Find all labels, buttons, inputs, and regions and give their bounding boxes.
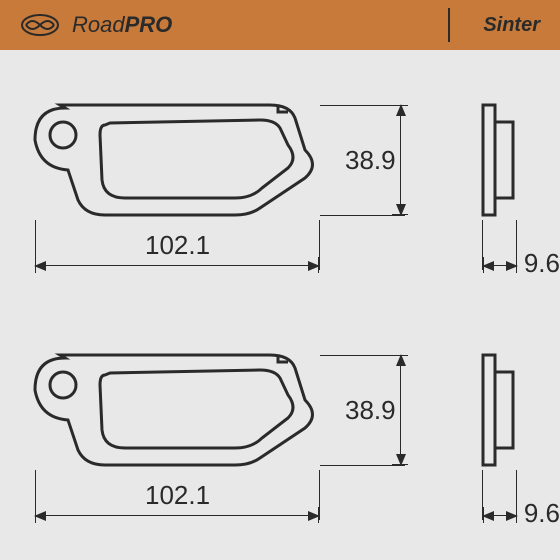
- brake-pad-front-2: [30, 350, 320, 470]
- dim-width-line-1: [35, 265, 319, 266]
- pad-row-2: 38.9 102.1 9.6: [0, 320, 560, 560]
- header-divider: [448, 8, 450, 42]
- diagram-area: 38.9 102.1 9.6: [0, 50, 560, 560]
- dim-width-label-2: 102.1: [145, 480, 210, 511]
- brand-name: RoadPRO: [72, 12, 172, 38]
- brake-pad-side-2: [480, 350, 520, 470]
- brand-bold: PRO: [125, 12, 173, 37]
- dim-thickness-line-2: [483, 515, 517, 516]
- product-type: Sinter: [483, 14, 540, 37]
- dim-width-line-2: [35, 515, 319, 516]
- dim-width-label-1: 102.1: [145, 230, 210, 261]
- dim-thickness-line-1: [483, 265, 517, 266]
- dim-thickness-label-1: 9.6: [524, 248, 560, 279]
- dim-height-line-1: [400, 105, 401, 215]
- dim-thickness-label-2: 9.6: [524, 498, 560, 529]
- dim-height-line-2: [400, 355, 401, 465]
- brake-pad-front-1: [30, 100, 320, 220]
- brake-pad-side-1: [480, 100, 520, 220]
- dim-height-label-1: 38.9: [345, 145, 396, 176]
- brand-light: Road: [72, 12, 125, 37]
- pad-row-1: 38.9 102.1 9.6: [0, 70, 560, 310]
- brand-logo: [20, 11, 60, 39]
- header: RoadPRO Sinter: [0, 0, 560, 50]
- dim-height-label-2: 38.9: [345, 395, 396, 426]
